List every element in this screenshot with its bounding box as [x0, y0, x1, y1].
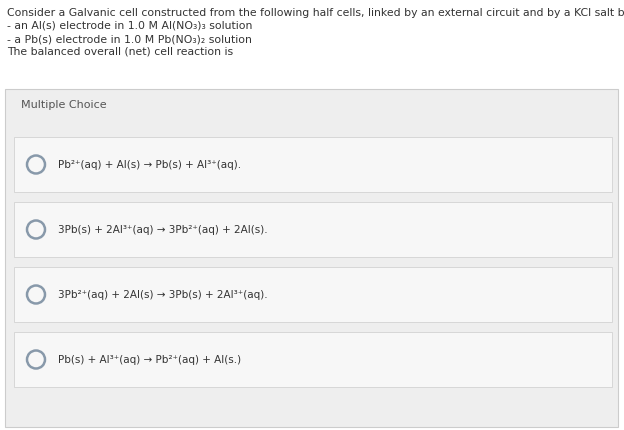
Text: Multiple Choice: Multiple Choice [21, 100, 107, 110]
FancyBboxPatch shape [14, 138, 612, 193]
FancyBboxPatch shape [14, 332, 612, 387]
Text: Pb(s) + Al³⁺(aq) → Pb²⁺(aq) + Al(s.): Pb(s) + Al³⁺(aq) → Pb²⁺(aq) + Al(s.) [58, 355, 241, 365]
Text: 3Pb²⁺(aq) + 2Al(s) → 3Pb(s) + 2Al³⁺(aq).: 3Pb²⁺(aq) + 2Al(s) → 3Pb(s) + 2Al³⁺(aq). [58, 290, 268, 300]
FancyBboxPatch shape [14, 267, 612, 322]
FancyBboxPatch shape [5, 90, 618, 427]
Text: The balanced overall (net) cell reaction is: The balanced overall (net) cell reaction… [7, 47, 233, 57]
Text: 3Pb(s) + 2Al³⁺(aq) → 3Pb²⁺(aq) + 2Al(s).: 3Pb(s) + 2Al³⁺(aq) → 3Pb²⁺(aq) + 2Al(s). [58, 225, 268, 235]
Text: Pb²⁺(aq) + Al(s) → Pb(s) + Al³⁺(aq).: Pb²⁺(aq) + Al(s) → Pb(s) + Al³⁺(aq). [58, 160, 241, 170]
Text: Consider a Galvanic cell constructed from the following half cells, linked by an: Consider a Galvanic cell constructed fro… [7, 8, 624, 18]
Text: - a Pb(s) electrode in 1.0 M Pb(NO₃)₂ solution: - a Pb(s) electrode in 1.0 M Pb(NO₃)₂ so… [7, 34, 252, 44]
Text: - an Al(s) electrode in 1.0 M Al(NO₃)₃ solution: - an Al(s) electrode in 1.0 M Al(NO₃)₃ s… [7, 21, 252, 31]
FancyBboxPatch shape [14, 203, 612, 258]
